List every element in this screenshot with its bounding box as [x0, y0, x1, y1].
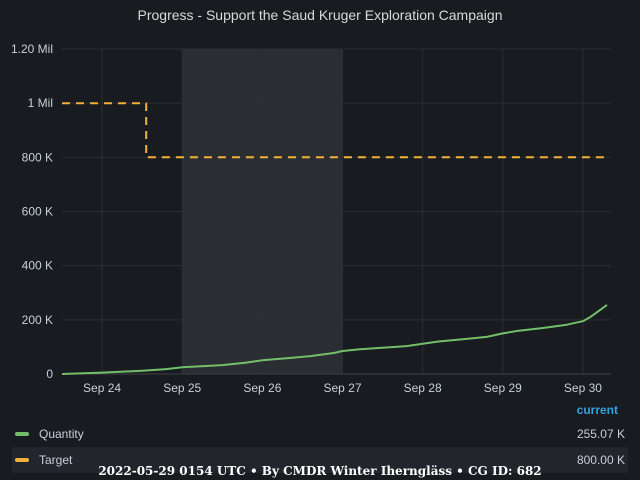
x-tick-label: Sep 24: [83, 381, 121, 395]
legend-item-target[interactable]: Target 800.00 K: [12, 447, 628, 473]
y-tick-label: 400 K: [22, 259, 53, 273]
x-tick-label: Sep 27: [323, 381, 361, 395]
x-tick-label: Sep 29: [484, 381, 522, 395]
legend-label: Quantity: [39, 427, 84, 441]
y-tick-label: 1 Mil: [28, 96, 53, 110]
legend-swatch-quantity: [15, 432, 29, 436]
legend-value: 800.00 K: [576, 453, 625, 467]
series-line-quantity: [61, 304, 608, 375]
legend-item-quantity[interactable]: Quantity 255.07 K: [12, 421, 628, 447]
x-tick-label: Sep 28: [404, 381, 442, 395]
progress-chart: 0 200 K 400 K 600 K 800 K 1 Mil 1.20 Mil Sep 2…: [11, 42, 611, 395]
y-tick-label: 800 K: [22, 150, 53, 164]
series-group: [61, 102, 608, 375]
y-tick-label: 600 K: [22, 205, 53, 219]
y-tick-label: 1.20 Mil: [11, 42, 53, 56]
y-tick-label: 200 K: [22, 313, 53, 327]
series-line-target: [62, 102, 607, 159]
panel-title: Progress - Support the Saud Kruger Explo…: [137, 7, 503, 23]
x-tick-label: Sep 26: [243, 381, 281, 395]
legend-label: Target: [39, 453, 73, 467]
legend-header-current[interactable]: current: [576, 403, 618, 417]
y-tick-label: 0: [46, 367, 53, 381]
x-grid: [101, 49, 584, 374]
y-axis-ticks: 0 200 K 400 K 600 K 800 K 1 Mil 1.20 Mil: [11, 42, 53, 381]
footer-credit: 2022-05-29 0154 UTC • By CMDR Winter Ihe…: [98, 464, 542, 478]
x-tick-label: Sep 30: [564, 381, 602, 395]
legend-value: 255.07 K: [576, 427, 625, 441]
x-axis-ticks: Sep 24 Sep 25 Sep 26 Sep 27 Sep 28 Sep 29 Sep …: [83, 381, 602, 395]
legend-swatch-target: [15, 458, 29, 462]
x-tick-label: Sep 25: [163, 381, 201, 395]
